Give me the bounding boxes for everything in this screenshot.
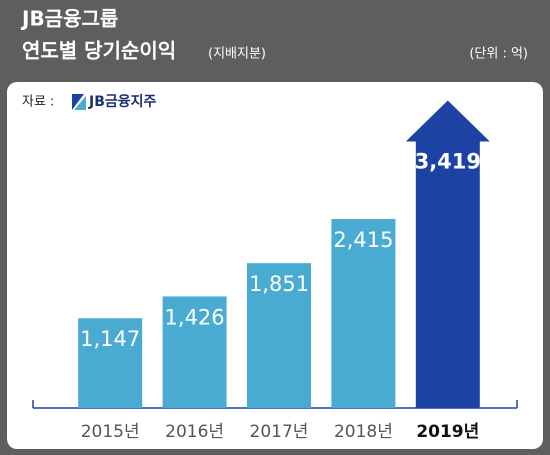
x-tick-label: 2015년 (81, 422, 140, 442)
value-label: 1,851 (249, 272, 309, 296)
value-label: 2,415 (333, 228, 393, 252)
source-logo (72, 94, 84, 110)
x-tick-label: 2016년 (165, 422, 224, 442)
value-label: 1,147 (80, 327, 140, 351)
bar (331, 219, 396, 408)
subtitle-note: (지배지분) (208, 47, 266, 62)
bar (78, 318, 143, 408)
bar (162, 296, 227, 408)
source-name: JB금융지주 (88, 94, 157, 110)
x-tick-label: 2019년 (416, 422, 479, 442)
chart-title: JB금융그룹 (20, 7, 118, 31)
x-tick-label: 2018년 (334, 422, 393, 442)
source-logo (74, 96, 86, 110)
arrow-head (405, 100, 490, 142)
source-label: 자료 : (22, 95, 54, 110)
bar (247, 263, 311, 408)
value-label: 1,426 (165, 305, 225, 329)
unit-label: (단위 : 억) (469, 47, 528, 62)
x-tick-label: 2017년 (250, 422, 309, 442)
bar (415, 140, 480, 408)
value-label: 3,419 (415, 149, 481, 173)
chart-subtitle: 연도별 당기순이익 (22, 39, 176, 63)
